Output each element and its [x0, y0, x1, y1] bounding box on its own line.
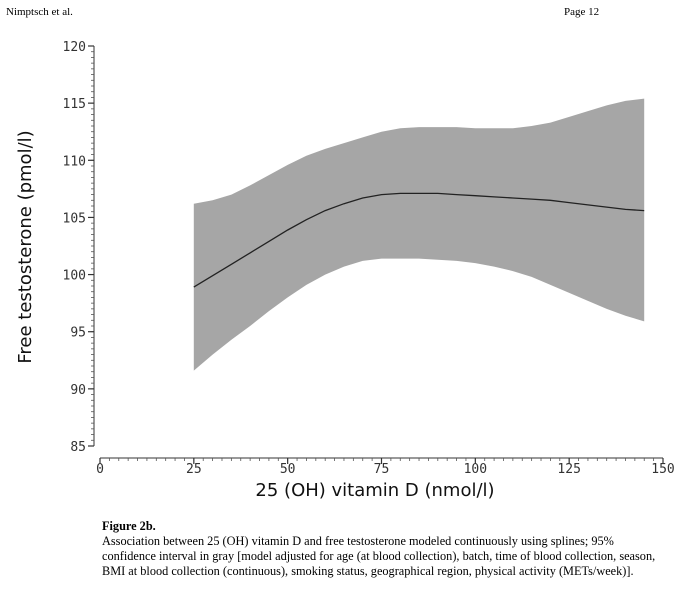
- y-tick-label: 100: [63, 269, 86, 284]
- chart: 0 25 50 75 100 125 150 85 90 95 100 105 110 115 120 25…: [15, 40, 675, 501]
- x-tick-label: 75: [374, 462, 390, 477]
- x-tick-label: 50: [280, 462, 296, 477]
- x-tick-label: 150: [651, 462, 674, 477]
- y-tick-label: 115: [63, 97, 86, 112]
- caption-title: Figure 2b.: [102, 519, 156, 533]
- y-tick-label: 95: [70, 326, 86, 341]
- confidence-band: [193, 98, 645, 371]
- caption-text: Association between 25 (OH) vitamin D an…: [102, 534, 656, 578]
- x-tick-label: 25: [186, 462, 202, 477]
- header-page-number: Page 12: [564, 6, 600, 18]
- x-tick-label: 125: [557, 462, 580, 477]
- y-tick-label: 120: [63, 40, 86, 55]
- figure-caption: Figure 2b. Association between 25 (OH) v…: [102, 519, 662, 579]
- x-tick-label: 0: [96, 462, 104, 477]
- y-tick-label: 85: [70, 440, 86, 455]
- header-author: Nimptsch et al.: [6, 6, 73, 18]
- x-axis-title: 25 (OH) vitamin D (nmol/l): [255, 480, 494, 501]
- y-tick-label: 110: [63, 154, 86, 169]
- x-tick-label: 100: [464, 462, 487, 477]
- y-axis-title: Free testosterone (pmol/l): [15, 130, 36, 363]
- spline-line: [193, 192, 645, 288]
- y-tick-label: 105: [63, 211, 86, 226]
- y-tick-label: 90: [70, 383, 86, 398]
